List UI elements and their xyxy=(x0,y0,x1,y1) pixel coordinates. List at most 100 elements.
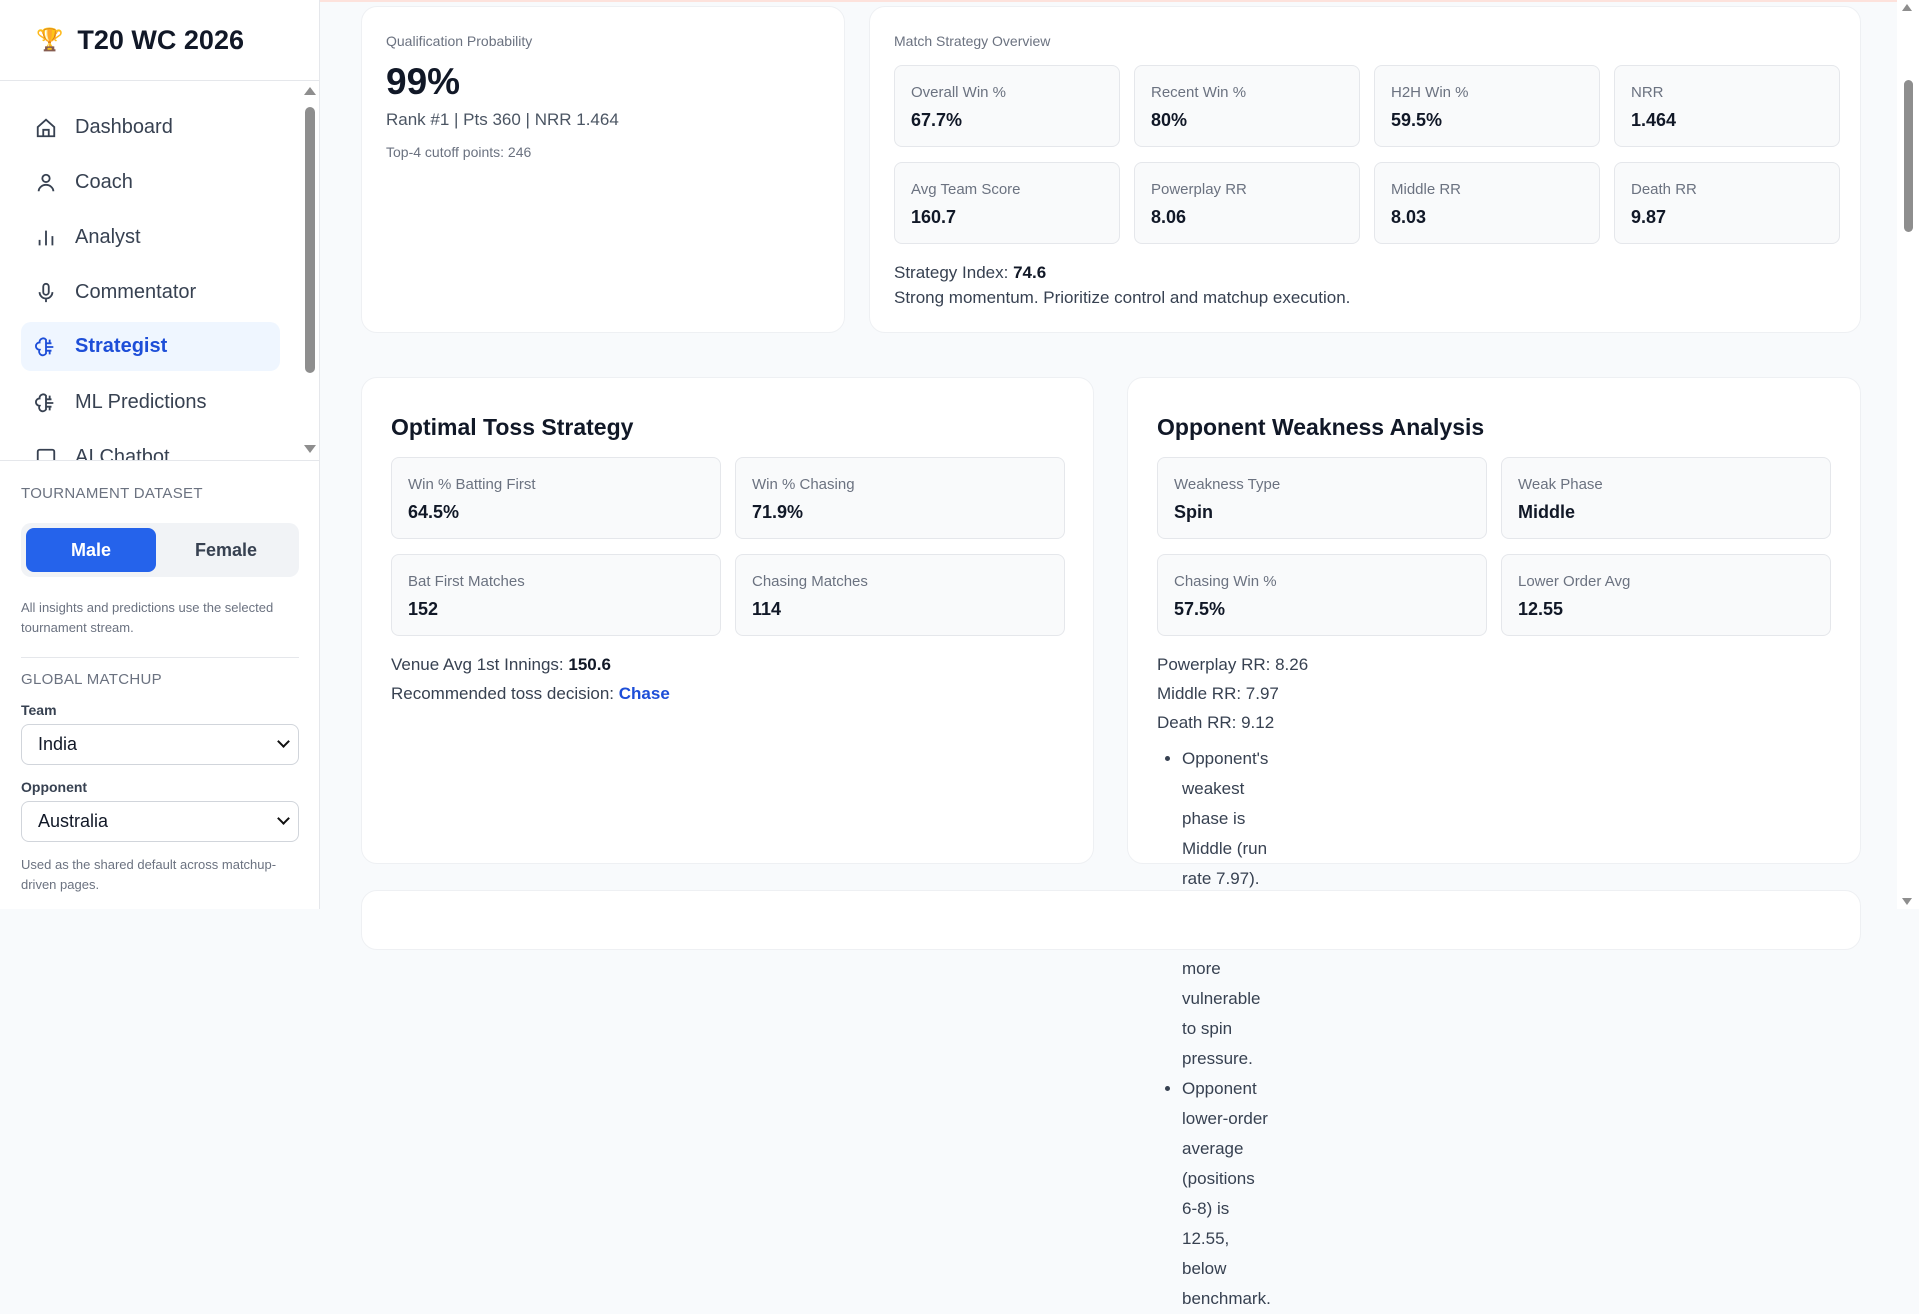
chevron-down-icon xyxy=(277,812,290,825)
sidebar-item-label: ML Predictions xyxy=(75,391,207,413)
stat-label: Chasing Matches xyxy=(752,573,868,590)
sidebar-scrollbar[interactable] xyxy=(302,85,316,455)
venue-avg-value: 150.6 xyxy=(568,655,611,674)
cutoff-points: Top-4 cutoff points: 246 xyxy=(386,144,532,160)
sidebar-item-ai-chatbot[interactable]: AI Chatbot xyxy=(21,433,280,461)
sidebar-item-coach[interactable]: Coach xyxy=(21,158,280,207)
stat-label: Weakness Type xyxy=(1174,476,1281,493)
opponent-value: Australia xyxy=(38,811,109,831)
toss-decision-value: Chase xyxy=(618,684,670,703)
stat-label: Death RR xyxy=(1631,181,1697,198)
team-select[interactable]: India xyxy=(21,724,299,765)
bar-chart-icon xyxy=(35,227,57,249)
app-title: T20 WC 2026 xyxy=(77,24,244,55)
stat-label: Recent Win % xyxy=(1151,84,1247,101)
chat-icon xyxy=(35,447,57,460)
matchup-hint: Used as the shared default across matchu… xyxy=(21,857,277,892)
toss-strategy-card: Optimal Toss Strategy Venue Avg 1st Inni… xyxy=(361,377,1094,864)
team-label: Team xyxy=(21,702,57,718)
venue-avg-label: Venue Avg 1st Innings: xyxy=(391,655,564,674)
strategy-index: Strategy Index: 74.6 xyxy=(894,263,1046,283)
dataset-hint: All insights and predictions use the sel… xyxy=(21,600,274,635)
stat-value: 64.5% xyxy=(408,502,460,522)
opponent-weakness-card: Opponent Weakness Analysis Powerplay RR:… xyxy=(1127,377,1861,1308)
main-scrollbar[interactable] xyxy=(1897,0,1919,909)
stat-tile: H2H Win % 59.5% xyxy=(1374,65,1600,147)
stat-tile: Middle RR 8.03 xyxy=(1374,162,1600,244)
strategy-index-label: Strategy Index: xyxy=(894,263,1009,282)
sidebar-item-ml-predictions[interactable]: ML Predictions xyxy=(21,378,280,427)
match-strategy-overview-card: Match Strategy Overview Strategy Index: … xyxy=(869,6,1861,333)
stat-tile: Weakness Type Spin xyxy=(1157,457,1487,539)
stat-value: 114 xyxy=(752,599,782,619)
stat-value: 152 xyxy=(408,599,439,619)
strategy-note: Strong momentum. Prioritize control and … xyxy=(894,288,1351,307)
stat-label: Lower Order Avg xyxy=(1518,573,1631,590)
strategy-index-value: 74.6 xyxy=(1013,263,1047,282)
stat-tile: Weak Phase Middle xyxy=(1501,457,1831,539)
male-option[interactable]: Male xyxy=(26,528,156,572)
scroll-down-icon[interactable] xyxy=(304,445,316,453)
stat-value: 9.87 xyxy=(1631,207,1667,227)
stat-label: Avg Team Score xyxy=(911,181,1021,198)
qualification-card: Qualification Probability 99% Rank #1 | … xyxy=(361,6,845,333)
brand[interactable]: 🏆 T20 WC 2026 xyxy=(0,0,319,81)
stat-value: 8.06 xyxy=(1151,207,1187,227)
sidebar-item-label: Dashboard xyxy=(75,116,173,138)
insight-item: Opponent's weakest phase is Middle (run … xyxy=(1182,744,1271,894)
stat-label: H2H Win % xyxy=(1391,84,1469,101)
sidebar-item-commentator[interactable]: Commentator xyxy=(21,268,280,317)
sidebar: 🏆 T20 WC 2026 Dashboard Coach Analyst Com… xyxy=(0,0,320,909)
stat-tile: Chasing Matches 114 xyxy=(735,554,1065,636)
sidebar-item-strategist[interactable]: Strategist xyxy=(21,322,280,371)
sidebar-item-dashboard[interactable]: Dashboard xyxy=(21,103,280,152)
qualification-summary: Rank #1 | Pts 360 | NRR 1.464 xyxy=(386,110,619,129)
toss-title: Optimal Toss Strategy xyxy=(391,414,634,440)
scroll-up-icon[interactable] xyxy=(304,87,316,95)
stat-value: 160.7 xyxy=(911,207,957,227)
scroll-down-icon[interactable] xyxy=(1902,898,1912,905)
weakness-title: Opponent Weakness Analysis xyxy=(1157,414,1485,440)
stat-value: Spin xyxy=(1174,502,1213,522)
stat-label: NRR xyxy=(1631,84,1664,101)
toss-decision-label: Recommended toss decision: xyxy=(391,684,615,703)
sidebar-item-label: AI Chatbot xyxy=(75,446,170,461)
stat-label: Middle RR xyxy=(1391,181,1462,198)
microphone-icon xyxy=(35,282,57,304)
stat-value: 57.5% xyxy=(1174,599,1226,619)
sidebar-item-analyst[interactable]: Analyst xyxy=(21,213,280,262)
stat-label: Overall Win % xyxy=(911,84,1007,101)
stat-label: Win % Chasing xyxy=(752,476,855,493)
stat-tile: Recent Win % 80% xyxy=(1134,65,1360,147)
stat-tile: Chasing Win % 57.5% xyxy=(1157,554,1487,636)
scrollbar-thumb[interactable] xyxy=(305,107,315,373)
stat-tile: Powerplay RR 8.06 xyxy=(1134,162,1360,244)
toss-decision: Recommended toss decision: Chase xyxy=(391,684,670,704)
stat-value: 1.464 xyxy=(1631,110,1677,130)
brain-icon xyxy=(35,392,57,414)
stat-label: Weak Phase xyxy=(1518,476,1603,493)
scrollbar-thumb[interactable] xyxy=(1904,80,1913,232)
sidebar-item-label: Analyst xyxy=(75,226,141,248)
stat-tile: Lower Order Avg 12.55 xyxy=(1501,554,1831,636)
stat-tile: Win % Chasing 71.9% xyxy=(735,457,1065,539)
opponent-label: Opponent xyxy=(21,779,88,795)
qualification-value: 99% xyxy=(386,61,461,102)
divider xyxy=(21,657,299,658)
stat-value: 59.5% xyxy=(1391,110,1443,130)
stat-tile: Win % Batting First 64.5% xyxy=(391,457,721,539)
top-border xyxy=(0,0,1919,2)
scroll-up-icon[interactable] xyxy=(1902,4,1912,11)
stat-value: 12.55 xyxy=(1518,599,1564,619)
home-icon xyxy=(35,117,57,139)
stat-value: 8.03 xyxy=(1391,207,1427,227)
qualification-label: Qualification Probability xyxy=(386,33,533,49)
venue-avg: Venue Avg 1st Innings: 150.6 xyxy=(391,655,611,675)
overview-title: Match Strategy Overview xyxy=(894,33,1051,49)
stat-value: 67.7% xyxy=(911,110,963,130)
middle-rr: Middle RR: 7.97 xyxy=(1157,684,1279,703)
female-option[interactable]: Female xyxy=(194,539,258,560)
stat-tile: Bat First Matches 152 xyxy=(391,554,721,636)
opponent-select[interactable]: Australia xyxy=(21,801,299,842)
death-rr: Death RR: 9.12 xyxy=(1157,713,1275,732)
